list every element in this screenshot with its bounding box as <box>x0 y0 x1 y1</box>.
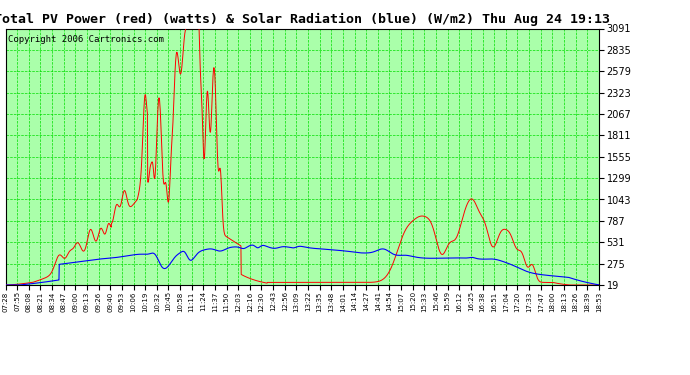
Title: Total PV Power (red) (watts) & Solar Radiation (blue) (W/m2) Thu Aug 24 19:13: Total PV Power (red) (watts) & Solar Rad… <box>0 13 610 26</box>
Text: Copyright 2006 Cartronics.com: Copyright 2006 Cartronics.com <box>8 35 164 44</box>
